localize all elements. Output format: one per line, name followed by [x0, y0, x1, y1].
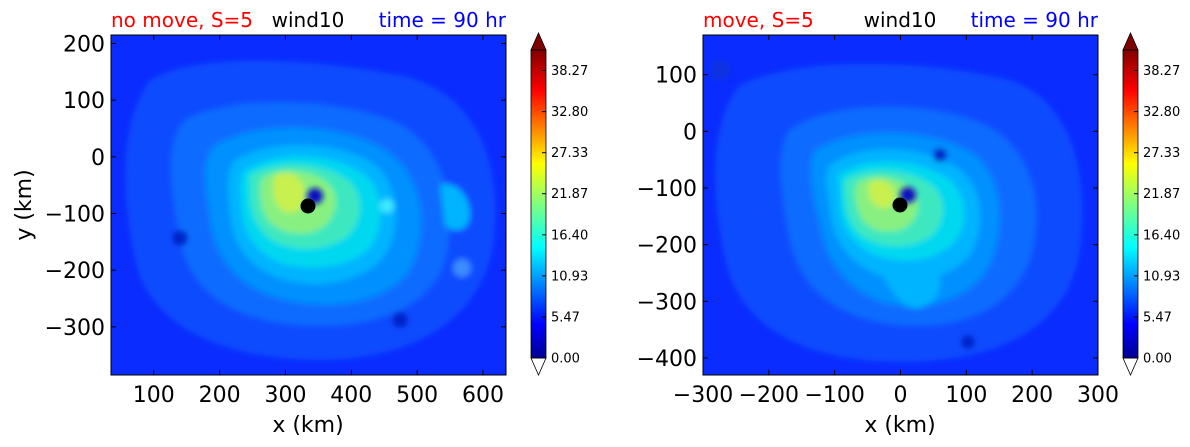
- x-tick-label: 500: [396, 383, 438, 408]
- colorbar-tick-label: 10.93: [551, 269, 588, 284]
- colorbar-tick-label: 5.47: [1143, 310, 1172, 325]
- colorbar-tick-label: 32.80: [551, 105, 588, 120]
- y-tick-label: 100: [655, 64, 697, 89]
- title-right-1: time = 90 hr: [379, 8, 507, 32]
- y-tick-label: −300: [637, 290, 697, 315]
- x-tick-label: 400: [330, 383, 372, 408]
- title-left-1: no move, S=5: [111, 8, 253, 32]
- y-tick-label: −100: [637, 177, 697, 202]
- colorbar-tick-label: 38.27: [1143, 64, 1180, 79]
- x-axis-label-1: x (km): [272, 413, 343, 438]
- x-axis-label-2: x (km): [864, 413, 935, 438]
- colorbar-tick-label: 16.40: [1143, 228, 1180, 243]
- colorbar-tick-label: 0.00: [551, 352, 580, 367]
- colorbar-2: 0.00 5.47 10.93 16.40 21.87 27.33 32.80 38.27: [1122, 32, 1180, 376]
- x-tick-label: 200: [1011, 383, 1053, 408]
- y-tick-label: 100: [63, 89, 105, 114]
- y-tick-label: −400: [637, 347, 697, 372]
- x-tick-label: 200: [199, 383, 241, 408]
- x-tick-label: −200: [739, 383, 799, 408]
- y-axis-1: 200 100 0 −100 −200 −300: [45, 33, 506, 341]
- y-tick-label: −200: [637, 234, 697, 259]
- wind-field-2: [703, 35, 1098, 375]
- x-tick-label: 600: [462, 383, 504, 408]
- y-tick-label: −100: [45, 203, 105, 228]
- x-tick-label: −300: [673, 383, 733, 408]
- y-tick-label: 0: [683, 120, 697, 145]
- x-tick-label: 0: [894, 383, 908, 408]
- colorbar-tick-label: 5.47: [551, 310, 580, 325]
- colorbar-tick-label: 10.93: [1143, 269, 1180, 284]
- title-left-2: move, S=5: [703, 8, 814, 32]
- x-tick-label: −100: [804, 383, 864, 408]
- title-right-2: time = 90 hr: [971, 8, 1099, 32]
- y-tick-label: 0: [91, 146, 105, 171]
- x-tick-label: 300: [264, 383, 306, 408]
- colorbar-tick-label: 21.87: [1143, 187, 1180, 202]
- colorbar-tick-label: 32.80: [1143, 105, 1180, 120]
- x-tick-label: 300: [1077, 383, 1119, 408]
- colorbar-tick-label: 38.27: [551, 64, 588, 79]
- title-center-2: wind10: [864, 8, 937, 32]
- storm-eye-marker: [892, 197, 908, 213]
- panel-no-move: 100 200 300 400 500 600 200 100 0 −100 −200 −300 n…: [12, 8, 588, 438]
- colorbar-1: 0.00 5.47 10.93 16.40 21.87 27.33 32.80 38.27: [530, 32, 588, 376]
- x-tick-label: 100: [133, 383, 175, 408]
- y-tick-label: −300: [45, 316, 105, 341]
- y-tick-label: −200: [45, 259, 105, 284]
- plot-frame-1: [110, 34, 507, 376]
- x-axis-2: −300 −200 −100 0 100 200 300: [673, 35, 1119, 408]
- title-center-1: wind10: [272, 8, 345, 32]
- y-tick-label: 200: [63, 33, 105, 58]
- y-axis-label-1: y (km): [12, 169, 37, 240]
- colorbar-tick-label: 27.33: [1143, 146, 1180, 161]
- y-axis-2: 100 0 −100 −200 −300 −400: [637, 64, 1098, 372]
- colorbar-tick-label: 0.00: [1143, 352, 1172, 367]
- x-axis-1: 100 200 300 400 500 600: [133, 35, 504, 408]
- colorbar-tick-label: 27.33: [551, 146, 588, 161]
- x-tick-label: 100: [945, 383, 987, 408]
- storm-eye-marker: [300, 198, 316, 214]
- colorbar-tick-label: 16.40: [551, 228, 588, 243]
- colorbar-tick-label: 21.87: [551, 187, 588, 202]
- panel-move: −300 −200 −100 0 100 200 300 1000−100−200−300−…: [637, 8, 1181, 438]
